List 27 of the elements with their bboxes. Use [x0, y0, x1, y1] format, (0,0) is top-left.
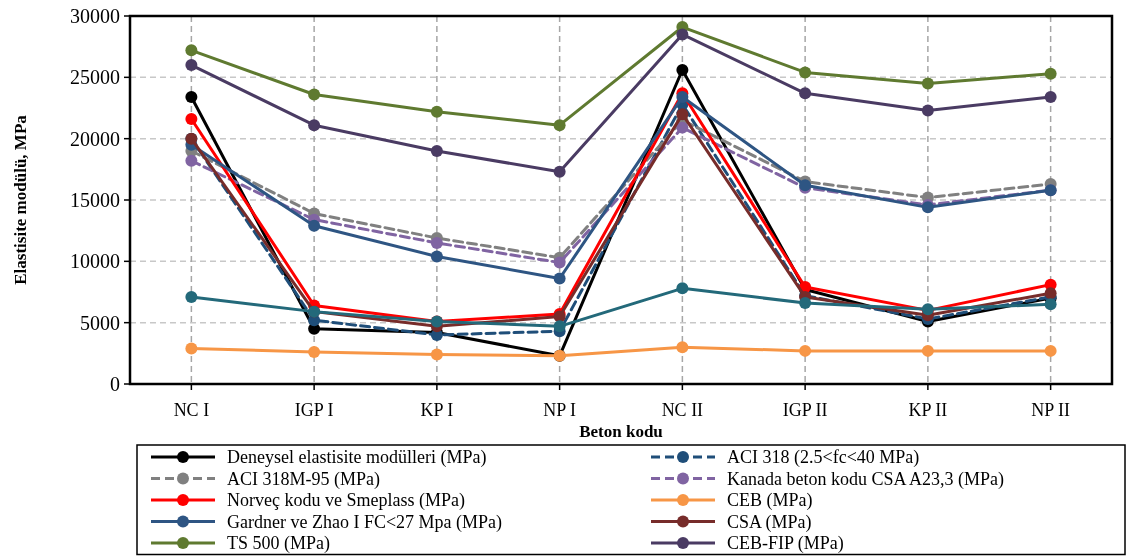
legend-label: Deneysel elastisite modülleri (MPa) — [227, 447, 487, 469]
legend-label: ACI 318M-95 (MPa) — [227, 468, 380, 490]
y-tick-label: 20000 — [70, 127, 120, 150]
legend-label: TS 500 (MPa) — [227, 533, 330, 555]
legend-label: Kanada beton kodu CSA A23,3 (MPa) — [727, 468, 1004, 490]
y-tick-label: 25000 — [70, 66, 120, 89]
legend-label: ACI 318 (2.5<fc<40 MPa) — [727, 447, 920, 469]
x-tick-label: IGP II — [782, 400, 828, 420]
x-tick-label: NP I — [543, 400, 577, 420]
x-tick-label: IGP I — [294, 400, 334, 420]
x-tick-label: NP II — [1031, 400, 1071, 420]
legend-label: CEB-FIP (MPa) — [727, 533, 844, 555]
legend-label: Norveç kodu ve Smeplass (MPa) — [227, 490, 465, 512]
y-tick-label: 30000 — [70, 5, 120, 27]
y-tick-label: 0 — [110, 373, 120, 395]
legend-label: CSA (MPa) — [727, 511, 812, 533]
legend-label: CEB (MPa) — [727, 490, 813, 512]
y-axis-title: Elastisite modülü, MPa — [11, 114, 30, 285]
x-tick-label: NC II — [661, 400, 704, 420]
x-tick-label: KP I — [420, 400, 454, 420]
x-axis-title: Beton kodu — [579, 422, 663, 441]
x-tick-label: KP II — [908, 400, 948, 420]
y-tick-label: 10000 — [70, 250, 120, 273]
y-tick-label: 15000 — [70, 189, 120, 211]
x-tick-label: NC I — [173, 400, 210, 420]
y-tick-label: 5000 — [80, 311, 120, 334]
legend-label: Gardner ve Zhao I FC<27 Mpa (MPa) — [227, 511, 503, 533]
